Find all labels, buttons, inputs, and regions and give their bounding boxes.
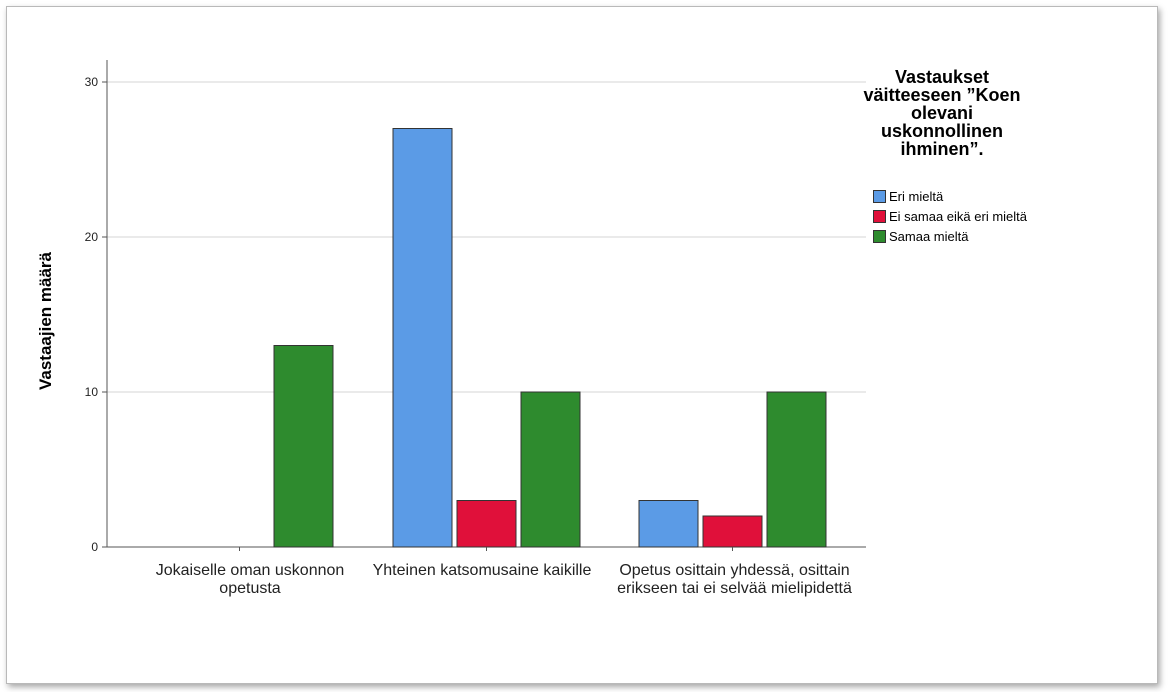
- bar: [456, 500, 517, 548]
- legend-item-ei-samaa-eika-eri: Ei samaa eikä eri mieltä: [873, 206, 1027, 226]
- y-tick-label: 10: [85, 385, 99, 399]
- bar: [392, 128, 453, 548]
- legend-label: Samaa mieltä: [889, 228, 969, 244]
- y-tick-label: 30: [85, 75, 99, 89]
- legend-swatch: [873, 189, 886, 203]
- legend-title: Vastaukset väitteeseen ”Koen olevani usk…: [863, 67, 1021, 159]
- x-tick-label: Yhteinen katsomusaine kaikille: [372, 562, 592, 579]
- legend: Eri mieltä Ei samaa eikä eri mieltä Sama…: [873, 186, 1027, 246]
- bar: [766, 391, 827, 548]
- y-axis-label: Vastaajien määrä: [36, 252, 55, 390]
- legend-swatch: [873, 209, 886, 223]
- y-tick-label: 20: [85, 230, 99, 244]
- legend-label: Eri mieltä: [889, 188, 944, 204]
- x-tick-label: Opetus osittain yhdessä, osittain erikse…: [617, 562, 852, 597]
- legend-swatch: [873, 229, 886, 243]
- legend-item-eri-mielta: Eri mieltä: [873, 186, 1027, 206]
- chart-frame: [6, 6, 1158, 684]
- bar: [520, 391, 581, 548]
- bar: [273, 345, 334, 548]
- legend-item-samaa-mielta: Samaa mieltä: [873, 226, 1027, 246]
- legend-label: Ei samaa eikä eri mieltä: [889, 208, 1027, 224]
- y-tick-label: 0: [91, 540, 98, 554]
- bar: [638, 500, 699, 548]
- x-tick-label: Jokaiselle oman uskonnon opetusta: [155, 562, 345, 597]
- bar: [702, 515, 763, 548]
